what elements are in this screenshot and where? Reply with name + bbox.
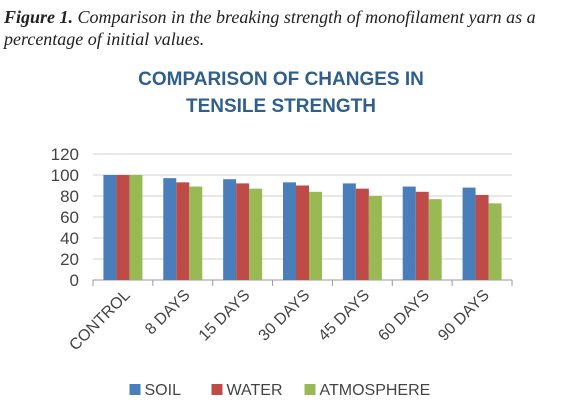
x-tick-label: CONTROL xyxy=(66,287,133,354)
bar-soil-1 xyxy=(163,178,177,280)
bar-atmosphere-2 xyxy=(249,188,263,280)
bar-soil-6 xyxy=(462,187,476,280)
figure-caption: Figure 1. Comparison in the breaking str… xyxy=(4,6,556,50)
y-tick-label: 80 xyxy=(60,187,79,206)
figure-label: Figure 1. xyxy=(4,7,74,27)
legend-label-atmosphere: ATMOSPHERE xyxy=(320,382,431,399)
bar-soil-3 xyxy=(283,182,296,280)
x-tick-label: 30 DAYS xyxy=(256,287,314,345)
x-tick-label: 60 DAYS xyxy=(375,287,433,345)
y-tick-label: 60 xyxy=(60,208,79,227)
bar-atmosphere-3 xyxy=(309,191,322,280)
bar-water-4 xyxy=(355,188,369,280)
bar-atmosphere-6 xyxy=(488,203,502,280)
x-tick-label: 90 DAYS xyxy=(435,287,493,345)
bar-atmosphere-5 xyxy=(428,199,442,280)
legend-swatch-soil xyxy=(129,384,141,395)
chart-title: COMPARISON OF CHANGES IN TENSILE STRENGT… xyxy=(0,66,562,120)
bar-water-3 xyxy=(296,185,309,280)
bar-atmosphere-0 xyxy=(129,175,143,280)
x-tick-label: 8 DAYS xyxy=(142,287,193,338)
legend-swatch-water xyxy=(211,384,223,395)
y-tick-label: 100 xyxy=(51,166,79,185)
y-tick-label: 20 xyxy=(60,250,79,269)
bar-soil-0 xyxy=(103,175,117,280)
legend-swatch-atmosphere xyxy=(304,384,316,395)
y-tick-label: 0 xyxy=(70,271,79,290)
x-tick-label: 15 DAYS xyxy=(196,287,254,345)
y-tick-label: 40 xyxy=(60,229,79,248)
bar-water-5 xyxy=(415,191,429,280)
bar-soil-5 xyxy=(402,186,416,280)
bar-soil-2 xyxy=(223,179,237,280)
bar-soil-4 xyxy=(342,183,356,280)
chart-title-line-2: TENSILE STRENGTH xyxy=(185,96,376,117)
chart-title-line-1: COMPARISON OF CHANGES IN xyxy=(138,69,424,90)
bar-water-6 xyxy=(475,194,489,280)
x-tick-label: 45 DAYS xyxy=(315,287,373,345)
bar-atmosphere-1 xyxy=(189,186,203,280)
legend-label-soil: SOIL xyxy=(145,382,182,399)
legend-label-water: WATER xyxy=(227,382,283,399)
bar-water-2 xyxy=(236,183,250,280)
y-tick-label: 120 xyxy=(51,145,79,164)
bar-atmosphere-4 xyxy=(368,196,382,280)
bar-water-1 xyxy=(176,182,190,280)
figure-caption-text: Comparison in the breaking strength of m… xyxy=(4,7,536,49)
bar-water-0 xyxy=(116,175,130,280)
